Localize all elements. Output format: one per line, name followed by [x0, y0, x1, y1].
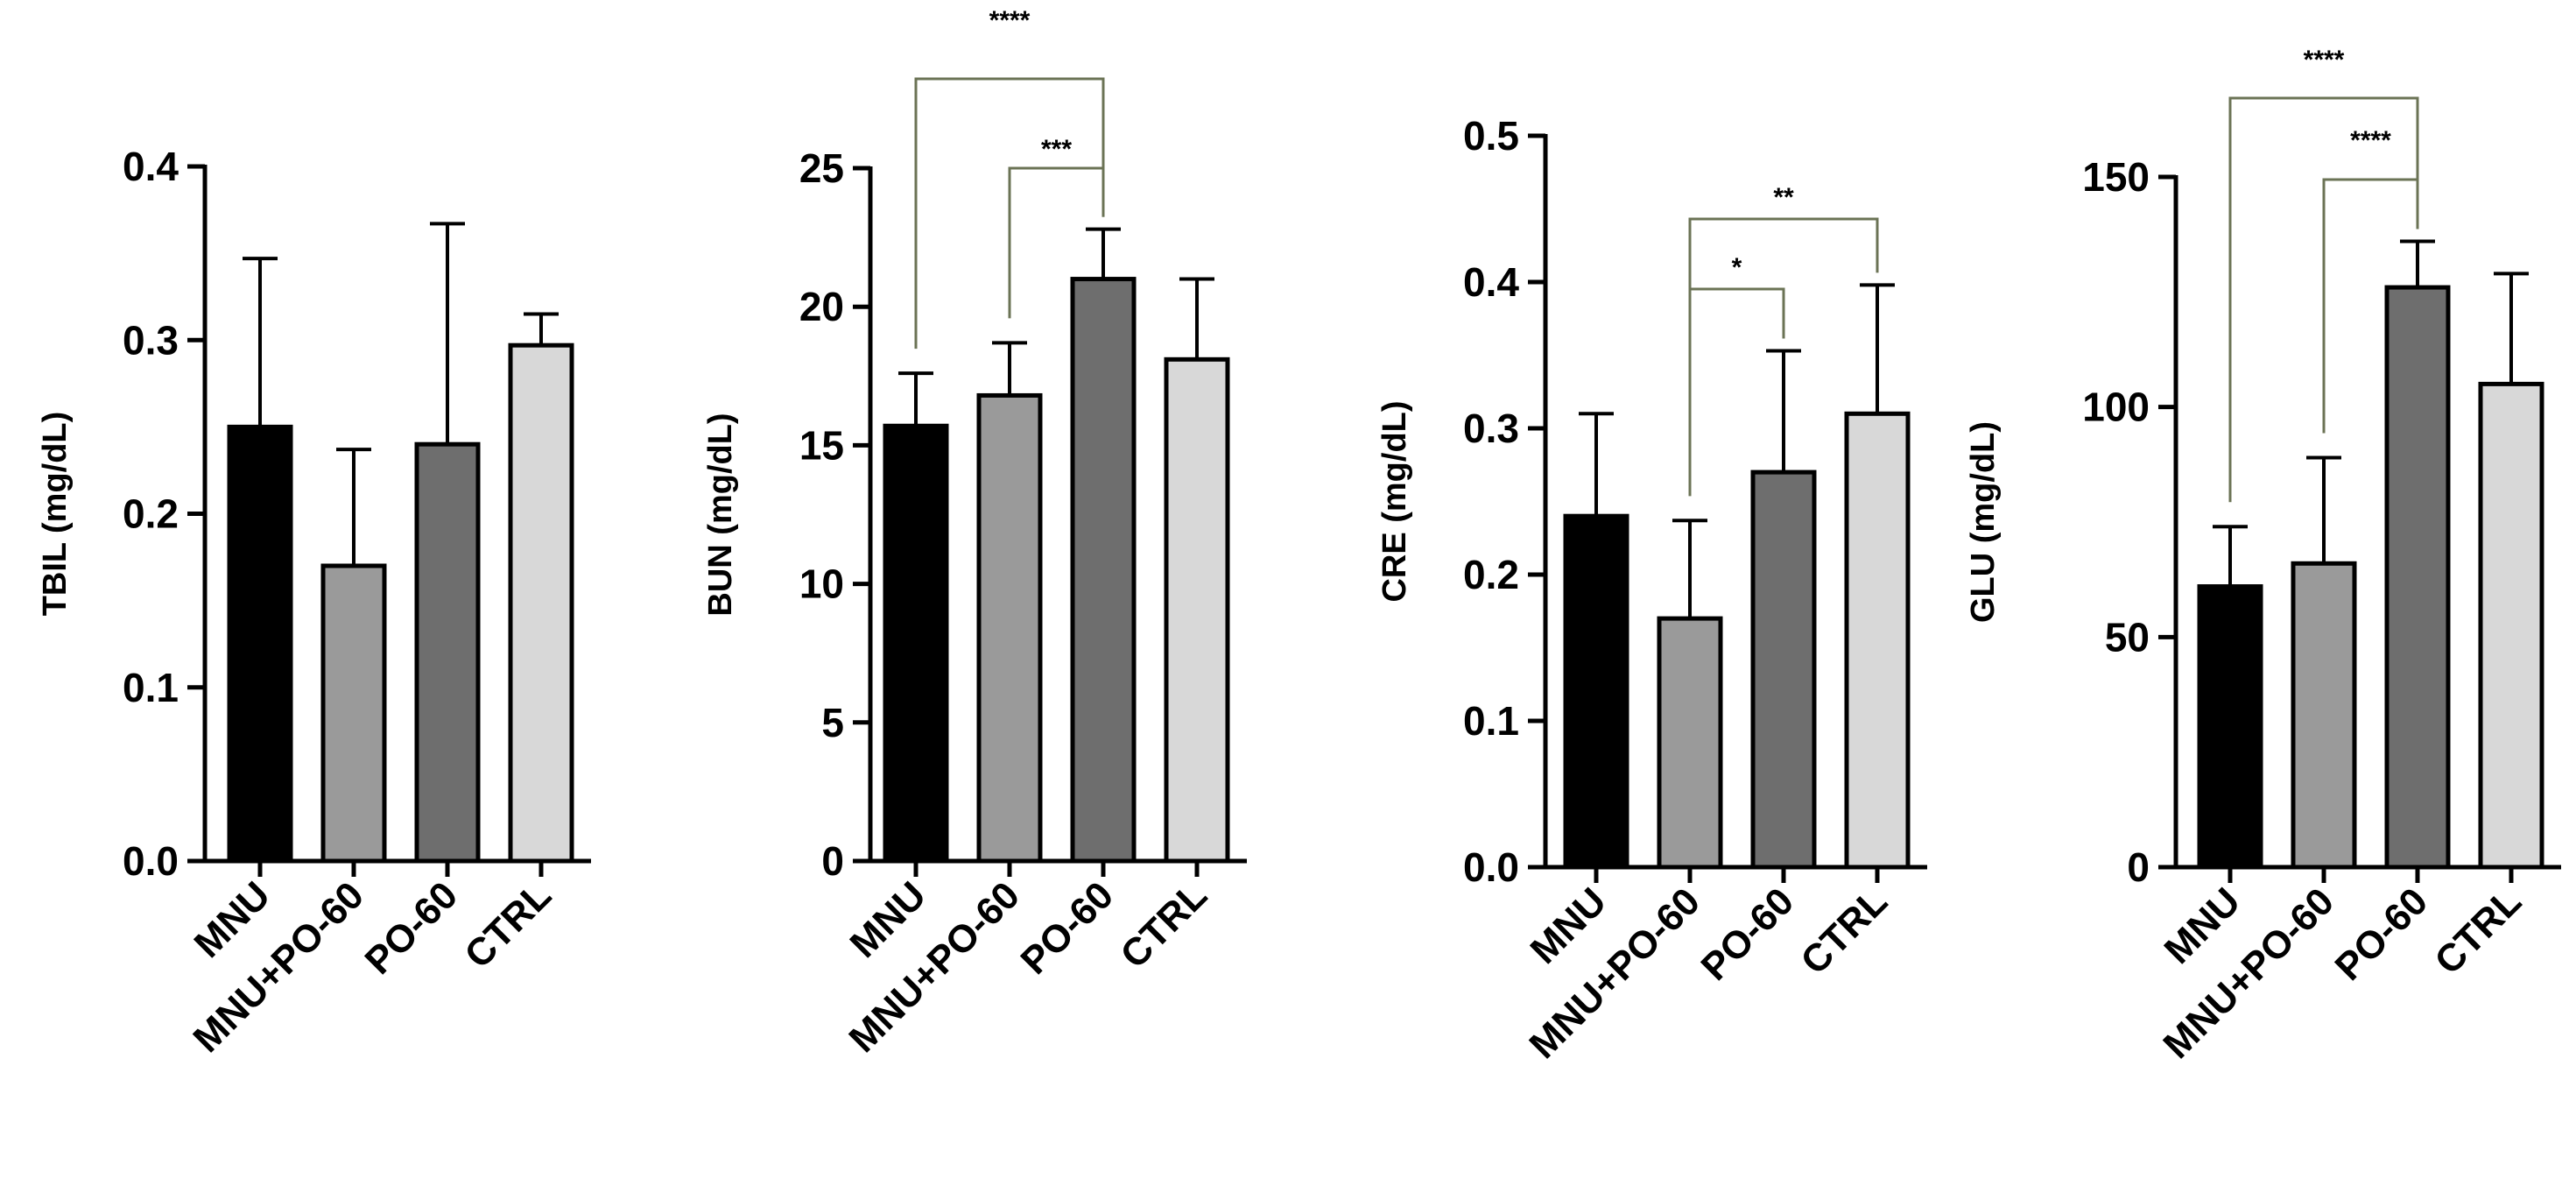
y-tick-label: 20: [799, 284, 844, 329]
y-tick-label: 0.5: [1463, 113, 1519, 159]
y-tick-label: 0: [2127, 844, 2150, 890]
bar-mnu: [2197, 584, 2263, 870]
y-tick-label: 0.3: [1463, 406, 1519, 451]
y-tick-label: 0.1: [1463, 698, 1519, 744]
y-tick-label: 0.1: [123, 665, 179, 710]
y-tick-label: 25: [799, 145, 844, 191]
y-tick-label: 100: [2082, 385, 2150, 430]
y-axis-label: GLU (mg/dL): [1965, 421, 2002, 623]
y-tick-label: 0.2: [1463, 552, 1519, 597]
significance-label: ****: [989, 6, 1031, 35]
y-axis-label: BUN (mg/dL): [702, 413, 739, 616]
bar-mnu-po-60: [1657, 616, 1723, 870]
x-tick-label: PO-60: [1693, 879, 1802, 989]
y-tick-label: 0.4: [1463, 259, 1519, 305]
bar-mnu-po-60: [320, 563, 387, 864]
y-tick-label: 15: [799, 422, 844, 468]
x-tick-label: PO-60: [2326, 879, 2436, 989]
significance-bracket: [2322, 178, 2419, 434]
y-tick-label: 50: [2105, 614, 2150, 660]
significance-label: ****: [2304, 46, 2345, 74]
significance-label: ***: [1041, 135, 1072, 164]
bar-mnu-po-60: [976, 392, 1043, 864]
x-tick-label: MNU+PO-60: [1521, 879, 1708, 1067]
significance-bracket: [914, 77, 1105, 349]
x-tick-label: MNU+PO-60: [841, 873, 1028, 1061]
significance-bracket: [1688, 287, 1785, 497]
y-tick-label: 150: [2082, 154, 2150, 200]
y-tick-label: 0.3: [123, 317, 179, 363]
significance-label: **: [1773, 183, 1794, 212]
x-tick-label: PO-60: [1012, 873, 1122, 983]
x-tick-label: MNU+PO-60: [2155, 879, 2342, 1067]
bar-po-60: [414, 441, 481, 864]
significance-label: ****: [2350, 126, 2391, 155]
bar-ctrl: [1844, 411, 1911, 870]
y-tick-label: 0.4: [123, 144, 179, 189]
bar-ctrl: [508, 342, 574, 864]
bar-mnu: [227, 424, 293, 864]
x-tick-label: CTRL: [456, 873, 560, 977]
bar-mnu: [1563, 513, 1629, 870]
significance-bracket: [1008, 166, 1105, 319]
significance-bracket: [2228, 96, 2419, 503]
bar-po-60: [2384, 285, 2451, 870]
bar-ctrl: [1164, 356, 1230, 864]
significance-label: *: [1732, 253, 1742, 282]
bar-mnu: [883, 423, 949, 864]
y-tick-label: 0: [821, 838, 844, 884]
x-tick-label: CTRL: [1112, 873, 1215, 977]
y-tick-label: 0.0: [1463, 844, 1519, 890]
y-tick-label: 0.2: [123, 491, 179, 537]
bar-po-60: [1070, 277, 1137, 864]
bar-po-60: [1750, 469, 1817, 870]
x-tick-label: CTRL: [2426, 879, 2530, 983]
y-tick-label: 0.0: [123, 838, 179, 884]
x-tick-label: CTRL: [1792, 879, 1896, 983]
y-axis-label: TBIL (mg/dL): [37, 412, 74, 617]
y-tick-label: 10: [799, 561, 844, 607]
y-tick-label: 5: [821, 700, 844, 745]
x-tick-label: PO-60: [356, 873, 466, 983]
y-axis-label: CRE (mg/dL): [1376, 400, 1413, 602]
x-tick-label: MNU+PO-60: [185, 873, 372, 1061]
bar-ctrl: [2478, 381, 2544, 870]
bar-mnu-po-60: [2291, 561, 2357, 870]
